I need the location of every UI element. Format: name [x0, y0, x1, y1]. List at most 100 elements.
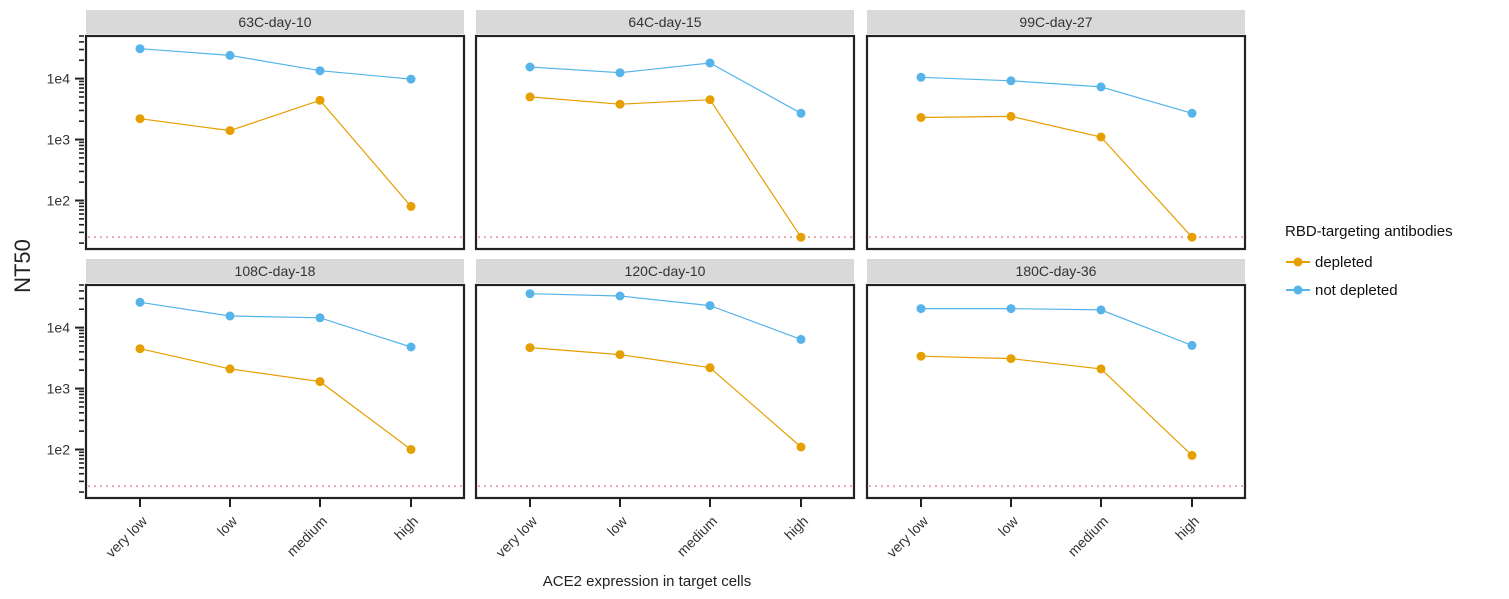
data-point: [135, 114, 145, 124]
data-point: [705, 301, 715, 311]
data-point: [225, 364, 235, 374]
x-tick-label: low: [214, 512, 241, 539]
series-line-depleted: [139, 99, 412, 207]
data-point: [135, 344, 145, 354]
data-point: [406, 445, 416, 454]
x-tick-label: high: [781, 513, 811, 543]
x-tick-label: very low: [883, 512, 931, 560]
facet-panel: 64C-day-15: [474, 10, 856, 251]
series-line-not-depleted: [920, 76, 1193, 114]
panel-border: [84, 283, 466, 500]
data-point: [916, 72, 926, 82]
facet-title: 63C-day-10: [238, 14, 311, 30]
facet-strip: [86, 259, 464, 283]
legend-title: RBD-targeting antibodies: [1285, 223, 1453, 240]
data-point: [225, 126, 235, 136]
data-point: [1187, 340, 1197, 350]
facet-title: 180C-day-36: [1016, 263, 1097, 279]
data-point: [315, 377, 325, 387]
series-line-not-depleted: [139, 301, 412, 348]
series-line-not-depleted: [921, 308, 1193, 346]
data-point: [1187, 450, 1197, 460]
panel-border: [865, 34, 1247, 251]
facet-title: 64C-day-15: [628, 14, 701, 30]
y-axis-title: NT50: [10, 239, 35, 293]
legend-key-point: [1293, 257, 1303, 267]
series-line-not-depleted: [139, 48, 412, 80]
data-point: [615, 68, 625, 78]
x-tick-label: high: [391, 513, 421, 543]
y-tick-label: 1e3: [47, 381, 71, 397]
y-tick-label: 1e2: [47, 192, 71, 208]
facet-strip: [476, 259, 854, 283]
facet-panel: 108C-day-18 1e2 1e3 1e4 very low low medium hig…: [47, 259, 466, 560]
data-point: [705, 58, 715, 68]
data-point: [916, 113, 926, 122]
y-tick-label: 1e2: [47, 441, 71, 457]
data-point: [916, 351, 926, 361]
data-point: [705, 95, 715, 105]
facet-panel: 63C-day-10 1e2 1e3 1e4: [47, 10, 466, 251]
panel-border: [84, 34, 466, 251]
data-point: [1006, 354, 1016, 364]
facet-title: 108C-day-18: [235, 263, 316, 279]
series-line-not-depleted: [529, 62, 802, 114]
panel-border: [474, 283, 856, 500]
data-point: [1006, 304, 1016, 314]
data-point: [315, 313, 325, 323]
y-tick-label: 1e3: [47, 132, 71, 148]
data-point: [705, 363, 715, 373]
x-tick-label: medium: [284, 513, 331, 560]
data-point: [315, 66, 325, 76]
data-point: [796, 232, 806, 242]
facet-title: 120C-day-10: [625, 263, 706, 279]
legend-key-point: [1293, 285, 1303, 295]
data-point: [615, 99, 625, 109]
data-point: [315, 95, 325, 105]
facet-strip: [867, 259, 1245, 283]
data-point: [135, 297, 145, 307]
legend: RBD-targeting antibodies depleted not depl…: [1285, 223, 1453, 299]
x-tick-label: very low: [492, 512, 540, 560]
data-point: [1187, 108, 1197, 118]
x-tick-label: very low: [102, 512, 150, 560]
data-point: [406, 342, 416, 352]
data-point: [615, 350, 625, 360]
series-line-depleted: [529, 96, 802, 238]
x-axis-title: ACE2 expression in target cells: [543, 573, 751, 590]
facet-title: 99C-day-27: [1019, 14, 1092, 30]
facet-panel: 180C-day-36 very low low medium high: [865, 259, 1247, 560]
x-tick-label: low: [995, 512, 1022, 539]
x-tick-label: medium: [1065, 513, 1112, 560]
x-tick-label: high: [1172, 513, 1202, 543]
facet-strip: [86, 10, 464, 34]
x-tick-label: low: [604, 512, 631, 539]
panel-border: [474, 34, 856, 251]
data-point: [1006, 76, 1016, 86]
series-line-depleted: [139, 348, 412, 450]
data-point: [1096, 364, 1106, 374]
data-point: [525, 289, 535, 299]
data-point: [615, 291, 625, 301]
data-point: [796, 442, 806, 452]
series-line-depleted: [920, 355, 1193, 456]
panel-border: [865, 283, 1247, 500]
series-line-depleted: [920, 115, 1193, 238]
data-point: [406, 74, 416, 84]
data-point: [1096, 132, 1106, 142]
data-point: [406, 201, 416, 211]
facet-strip: [867, 10, 1245, 34]
facet-strip: [476, 10, 854, 34]
series-line-not-depleted: [529, 293, 802, 340]
legend-entry-label: not depleted: [1315, 282, 1398, 299]
data-point: [1096, 82, 1106, 92]
data-point: [225, 311, 235, 321]
data-point: [1187, 232, 1197, 242]
x-tick-label: medium: [674, 513, 721, 560]
data-point: [1096, 305, 1106, 315]
data-point: [1006, 111, 1016, 121]
data-point: [916, 304, 926, 314]
y-tick-label: 1e4: [47, 320, 71, 336]
data-point: [796, 334, 806, 344]
